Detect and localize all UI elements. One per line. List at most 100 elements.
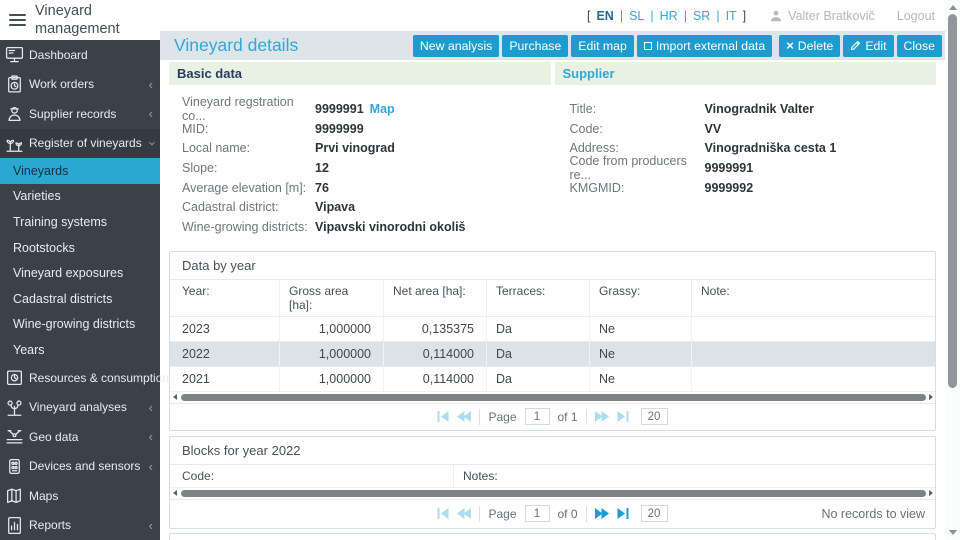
data-by-year-panel: Data by year Year: Gross area [ha]: Net … [169,250,936,431]
sidebar-subitem-varieties[interactable]: Varieties [13,189,61,204]
sidebar-item-work-orders[interactable]: Work orders ‹ [0,70,160,100]
column-header-net-area[interactable]: Net area [ha]: [384,279,487,316]
sidebar-item-maps[interactable]: Maps [0,481,160,511]
data-by-year-caption: Data by year [170,252,935,280]
language-en[interactable]: EN [596,8,614,23]
next-page-icon[interactable] [594,411,609,423]
last-page-icon[interactable] [617,411,629,423]
app-title: Vineyard management [35,2,120,37]
vertical-scrollbar-thumb[interactable] [948,14,957,388]
column-header-grassy[interactable]: Grassy: [590,279,692,316]
field-row: Code from producers re... 9999991 [569,153,754,182]
blocks-panel: Blocks for year 2022 Code: Notes: Page o… [169,435,936,529]
horizontal-scrollbar-thumb[interactable] [181,489,926,497]
page-size-select[interactable]: 20 [640,408,668,426]
language-it[interactable]: IT [725,8,737,23]
prev-page-icon[interactable] [457,411,472,423]
last-page-icon[interactable] [617,508,629,520]
lang-bracket-open: [ [586,8,591,23]
scroll-down-icon[interactable] [949,530,957,535]
dashboard-icon [2,45,26,65]
edit-button[interactable]: Edit [843,34,894,57]
pager-separator [479,408,481,425]
resources-consumption-icon [2,368,26,388]
table-row-2021[interactable]: 2021 1,000000 0,114000 Da Ne [170,365,935,391]
supplier-fields: Title: Vinogradnik Valter Code: VV Addre… [553,99,937,237]
scroll-up-icon[interactable] [949,5,957,10]
delete-button[interactable]: × Delete [779,34,841,57]
next-page-icon[interactable] [594,508,609,520]
field-row: Code: VV [569,121,722,136]
column-header-code[interactable]: Code: [170,464,454,487]
horizontal-scrollbar-thumb[interactable] [181,393,926,401]
logout-link[interactable]: Logout [896,8,935,23]
column-header-notes[interactable]: Notes: [463,468,498,483]
chevron-collapsed-icon: ‹ [148,106,153,122]
purchase-button[interactable]: Purchase [502,34,569,57]
supplier-records-icon [2,104,26,124]
sidebar-subitem-vineyard-exposures[interactable]: Vineyard exposures [13,266,124,281]
edit-map-button[interactable]: Edit map [571,34,634,57]
sidebar-subitem-years[interactable]: Years [13,342,45,357]
map-link[interactable]: Map [369,101,395,116]
page-size-select[interactable]: 20 [640,505,668,523]
sidebar-item-dashboard[interactable]: Dashboard [0,40,160,70]
page-number-input[interactable] [524,505,550,523]
sidebar-subitem-wine-growing-districts[interactable]: Wine-growing districts [13,317,136,332]
data-by-year-header-row: Year: Gross area [ha]: Net area [ha]: Te… [170,279,935,316]
table-row-2023[interactable]: 2023 1,000000 0,135375 Da Ne [170,315,935,341]
scroll-right-icon[interactable] [929,490,933,497]
field-row: MID: 9999999 [182,121,364,136]
field-row: Average elevation [m]: 76 [182,180,329,195]
data-by-year-pager: Page of 1 20 [170,402,935,430]
page-label: Page [488,409,517,424]
sidebar-item-reports[interactable]: Reports ‹ [0,510,160,540]
page-number-input[interactable] [524,408,550,426]
hamburger-menu-icon[interactable] [9,14,26,26]
vertical-scrollbar [945,0,960,540]
scroll-left-icon[interactable] [173,490,177,497]
column-header-note[interactable]: Note: [701,283,730,298]
column-header-year[interactable]: Year: [170,279,280,316]
sidebar-subitem-vineyards[interactable]: Vineyards [0,158,160,184]
blocks-pager: Page of 0 20 No records to view [170,498,935,528]
pager-separator [585,408,587,425]
import-external-data-button[interactable]: Import external data [636,34,773,57]
sidebar-item-vineyard-analyses[interactable]: Vineyard analyses ‹ [0,392,160,422]
scroll-right-icon[interactable] [929,394,933,401]
chevron-collapsed-icon: ‹ [148,517,153,533]
new-analysis-button[interactable]: New analysis [412,34,500,57]
delete-x-icon: × [786,38,794,53]
vineyard-analyses-icon [2,397,26,417]
field-row: Wine-growing districts: Vipavski vinorod… [182,219,466,234]
sidebar-item-supplier-records[interactable]: Supplier records ‹ [0,99,160,129]
blocks-header-row: Code: Notes: [170,464,935,487]
titlebar: Vineyard details New analysis Purchase E… [160,31,945,60]
column-header-terraces[interactable]: Terraces: [487,279,590,316]
language-hr[interactable]: HR [659,8,678,23]
page-label: Page [488,506,517,521]
prev-page-icon[interactable] [457,508,472,520]
sidebar-item-resources-consumption[interactable]: Resources & consumption [0,363,169,393]
sidebar-subitem-rootstocks[interactable]: Rootstocks [13,240,75,255]
field-row: Local name: Prvi vinograd [182,141,395,156]
column-header-gross-area[interactable]: Gross area [ha]: [280,279,384,316]
sidebar-item-devices-sensors[interactable]: Devices and sensors ‹ [0,451,160,481]
devices-sensors-icon [2,456,26,476]
user-info: Valter Bratkovič [770,9,875,23]
table-row-2022-selected[interactable]: 2022 1,000000 0,114000 Da Ne [170,340,935,366]
scroll-left-icon[interactable] [173,394,177,401]
first-page-icon[interactable] [437,508,449,520]
main-content: Basic data Supplier Vineyard regstration… [160,60,945,540]
sidebar-item-register-of-vineyards[interactable]: Register of vineyards ‹ [0,128,160,158]
sidebar-subitem-training-systems[interactable]: Training systems [13,214,108,229]
close-button[interactable]: Close [896,34,942,57]
sidebar-subitem-cadastral-districts[interactable]: Cadastral districts [13,291,113,306]
language-sr[interactable]: SR [692,8,711,23]
blocks-caption: Blocks for year 2022 [170,437,935,465]
first-page-icon[interactable] [437,411,449,423]
sidebar-item-geo-data[interactable]: Geo data ‹ [0,422,160,452]
language-sl[interactable]: SL [629,8,645,23]
varieties-panel: Varieties for year 2022 [169,532,936,540]
sidebar: Vineyard management Dashboard Work order… [0,0,169,540]
